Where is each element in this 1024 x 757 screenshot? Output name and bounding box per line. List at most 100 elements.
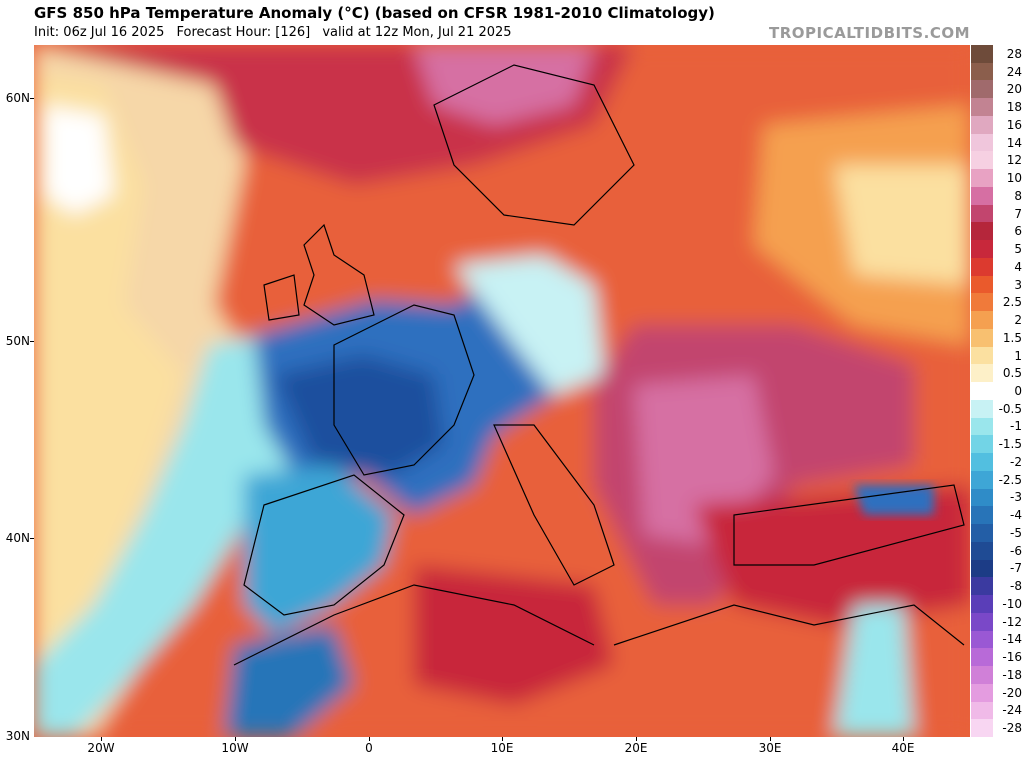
- north-africa-coast: [233, 584, 595, 666]
- colorbar-segment: [971, 506, 993, 525]
- scandinavia-outline: [433, 64, 635, 226]
- lon-label-20e: 20E: [624, 741, 648, 755]
- colorbar-label: 4: [1014, 259, 1022, 274]
- russia-mild: [834, 165, 970, 285]
- colorbar-label: -24: [1002, 703, 1022, 718]
- lon-tick: [101, 737, 102, 741]
- lon-tick: [502, 737, 503, 741]
- morocco-cold: [224, 625, 354, 737]
- italy-outline: [493, 424, 615, 586]
- colorbar-label: 3: [1014, 277, 1022, 292]
- colorbar-label: 16: [1006, 117, 1022, 132]
- france-deep-cold: [274, 355, 444, 475]
- colorbar-label: 10: [1006, 171, 1022, 186]
- colorbar-label: 8: [1014, 188, 1022, 203]
- colorbar-label: -10: [1002, 596, 1022, 611]
- colorbar-label: -4: [1010, 508, 1022, 523]
- colorbar-segment: [971, 541, 993, 561]
- colorbar-segment: [971, 399, 993, 419]
- forecast-hour: Forecast Hour: [126]: [176, 25, 311, 40]
- colorbar-segment: [971, 417, 993, 436]
- lon-label-10e: 10E: [490, 741, 514, 755]
- iberia-cold: [244, 465, 394, 635]
- run-info: Init: 06z Jul 16 2025 Forecast Hour: [12…: [34, 25, 520, 40]
- colorbar-segment: [971, 719, 993, 738]
- colorbar-segment: [971, 470, 993, 490]
- colorbar-label: 2: [1014, 313, 1022, 328]
- colorbar-label: 14: [1006, 135, 1022, 150]
- colorbar-segment: [971, 364, 993, 383]
- colorbar-label: -16: [1002, 650, 1022, 665]
- lat-label-50n: 50N: [5, 334, 30, 348]
- north-africa-hot: [414, 565, 614, 705]
- colorbar-segment: [971, 328, 993, 348]
- lat-label-30n: 30N: [5, 729, 30, 743]
- colorbar-label: 6: [1014, 224, 1022, 239]
- colorbar-segment: [971, 595, 993, 614]
- colorbar-segment: [971, 222, 993, 241]
- lon-tick: [369, 737, 370, 741]
- lon-tick: [903, 737, 904, 741]
- map-canvas: [34, 45, 970, 737]
- colorbar-label: 12: [1006, 153, 1022, 168]
- germany-neutral: [454, 255, 604, 395]
- colorbar-label: -2.5: [998, 472, 1022, 487]
- colorbar-label: 24: [1006, 64, 1022, 79]
- colorbar-segment: [971, 435, 993, 454]
- init-time: Init: 06z Jul 16 2025: [34, 25, 165, 40]
- lon-tick: [235, 737, 236, 741]
- colorbar-label: -14: [1002, 632, 1022, 647]
- turkey-hot: [694, 485, 970, 625]
- colorbar-segment: [971, 62, 993, 81]
- colorbar-segment: [971, 683, 993, 702]
- atlantic-zero-patch: [44, 105, 114, 215]
- scandinavia-extreme: [414, 45, 594, 125]
- lat-tick: [30, 98, 34, 99]
- colorbar-label: -8: [1010, 579, 1022, 594]
- chart-title: GFS 850 hPa Temperature Anomaly (°C) (ba…: [34, 4, 715, 22]
- lon-label-40e: 40E: [891, 741, 915, 755]
- colorbar-segment: [971, 133, 993, 152]
- atlantic-warm-patch: [34, 75, 184, 665]
- valid-time: valid at 12z Mon, Jul 21 2025: [322, 25, 512, 40]
- colorbar-segment: [971, 293, 993, 312]
- colorbar-segment: [971, 559, 993, 578]
- colorbar-label: -1: [1010, 419, 1022, 434]
- color-scale-bar: [971, 45, 993, 738]
- colorbar-segment: [971, 98, 993, 117]
- colorbar-segment: [971, 524, 993, 543]
- black-sea-cold-strip: [854, 485, 934, 515]
- colorbar-segment: [971, 488, 993, 507]
- colorbar-segment: [971, 115, 993, 135]
- lon-label-10w: 10W: [221, 741, 249, 755]
- lat-label-60n: 60N: [5, 91, 30, 105]
- anomaly-map: [34, 45, 970, 737]
- site-watermark: TROPICALTIDBITS.COM: [769, 24, 970, 42]
- colorbar-label: -12: [1002, 614, 1022, 629]
- lat-tick: [30, 341, 34, 342]
- colorbar-label: 28: [1006, 46, 1022, 61]
- lon-tick: [770, 737, 771, 741]
- colorbar-label: 2.5: [1002, 295, 1022, 310]
- colorbar-label: 7: [1014, 206, 1022, 221]
- colorbar-label: -6: [1010, 543, 1022, 558]
- iberia-outline: [243, 474, 405, 616]
- colorbar-label: 0: [1014, 384, 1022, 398]
- colorbar-segment: [971, 612, 993, 632]
- lat-tick: [30, 538, 34, 539]
- colorbar-segment: [971, 151, 993, 170]
- colorbar-label: 18: [1006, 100, 1022, 115]
- colorbar-label: -20: [1002, 685, 1022, 700]
- france-outline: [333, 304, 475, 476]
- lon-label-20w: 20W: [87, 741, 115, 755]
- lat-label-40n: 40N: [5, 531, 30, 545]
- colorbar-segment: [971, 240, 993, 259]
- colorbar-segment: [971, 648, 993, 667]
- colorbar-segment: [971, 169, 993, 188]
- britain-outline: [303, 223, 375, 326]
- colorbar-segment: [971, 701, 993, 720]
- colorbar-segment: [971, 204, 993, 223]
- colorbar-label: -3: [1010, 490, 1022, 505]
- colorbar-label: -2: [1010, 454, 1022, 469]
- colorbar-segment: [971, 630, 993, 649]
